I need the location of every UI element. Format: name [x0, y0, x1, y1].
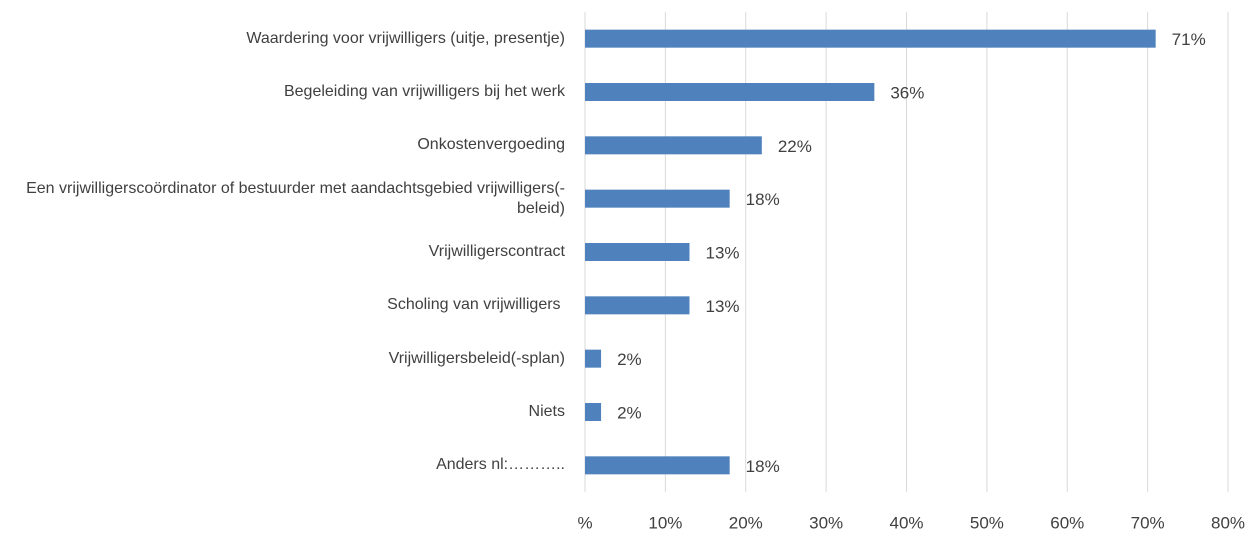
data-label: 13%: [705, 297, 739, 316]
data-label: 2%: [617, 403, 642, 422]
bar: [585, 83, 875, 101]
data-label: 18%: [746, 457, 780, 476]
x-tick-label: 50%: [970, 513, 1004, 532]
bar: [585, 29, 1156, 48]
data-label: 13%: [705, 243, 739, 262]
bar: [585, 243, 690, 261]
x-tick-label: 20%: [729, 513, 763, 532]
data-label: 36%: [890, 83, 924, 102]
y-tick-label: Niets: [528, 403, 565, 420]
bar: [585, 296, 690, 315]
x-tick-label: 40%: [889, 513, 923, 532]
x-tick-label: 60%: [1050, 513, 1084, 532]
data-label: 18%: [746, 190, 780, 209]
data-label: 71%: [1172, 30, 1206, 49]
bar: [585, 403, 602, 421]
bar: [585, 136, 762, 155]
bar: [585, 456, 730, 475]
y-tick-label: Onkostenvergoeding: [417, 136, 565, 154]
y-tick-label: Begeleiding van vrijwilligers bij het we…: [283, 83, 565, 100]
x-tick-label: %: [577, 513, 592, 532]
bar: [585, 189, 730, 208]
x-tick-label: 80%: [1211, 513, 1245, 532]
x-tick-label: 70%: [1131, 513, 1165, 532]
x-tick-label: 10%: [648, 513, 682, 532]
y-tick-label: Vrijwilligersbeleid(-splan): [388, 349, 565, 367]
y-tick-label: Vrijwilligerscontract: [428, 243, 565, 260]
data-label: 22%: [778, 137, 812, 156]
y-tick-label: Een vrijwilligerscoördinator of bestuurd…: [26, 179, 565, 217]
bar: [585, 349, 602, 368]
y-tick-label: Waardering voor vrijwilligers (uitje, pr…: [246, 29, 565, 47]
data-label: 2%: [617, 350, 642, 369]
y-tick-label: Scholing van vrijwilligers: [387, 296, 565, 314]
x-tick-label: 30%: [809, 513, 843, 532]
y-tick-label: Anders nl:………..: [436, 456, 565, 474]
